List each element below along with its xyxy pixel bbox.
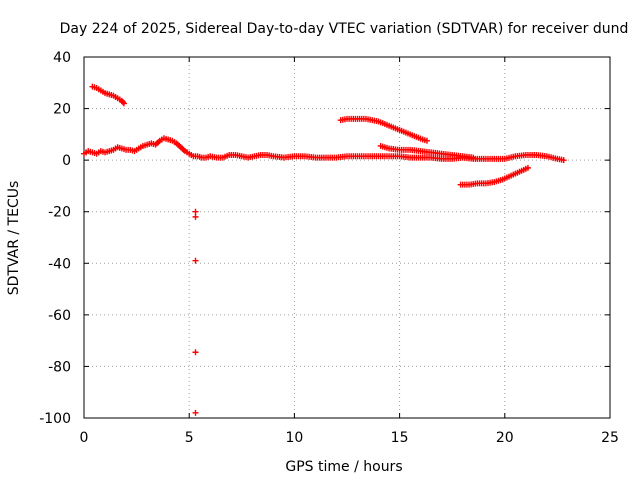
data-point xyxy=(119,99,126,106)
data-point xyxy=(192,213,199,220)
x-tick-label: 5 xyxy=(185,430,194,446)
chart-title: Day 224 of 2025, Sidereal Day-to-day VTE… xyxy=(60,21,629,37)
plot-frame xyxy=(83,56,611,419)
data-point xyxy=(120,100,127,107)
y-tick-label: 40 xyxy=(53,50,71,66)
y-tick-label: -40 xyxy=(48,256,71,272)
x-tick-label: 0 xyxy=(80,430,89,446)
data-point xyxy=(192,257,199,264)
y-tick-label: 0 xyxy=(62,153,71,169)
x-tick-label: 15 xyxy=(391,430,409,446)
y-tick-label: -60 xyxy=(48,308,71,324)
axis-ticks xyxy=(83,56,611,419)
y-tick-label: -20 xyxy=(48,205,71,221)
y-tick-label: 20 xyxy=(53,102,71,118)
data-points xyxy=(81,83,567,416)
x-tick-label: 20 xyxy=(496,430,514,446)
y-tick-label: -80 xyxy=(48,359,71,375)
grid-lines xyxy=(84,57,610,418)
data-point xyxy=(560,157,567,164)
x-axis-title: GPS time / hours xyxy=(285,459,402,475)
y-axis-title: SDTVAR / TECUs xyxy=(6,181,22,296)
y-tick-label: -100 xyxy=(39,411,71,427)
data-point xyxy=(192,409,199,416)
data-point xyxy=(192,349,199,356)
data-point xyxy=(470,154,477,161)
x-tick-label: 25 xyxy=(601,430,619,446)
x-tick-label: 10 xyxy=(285,430,303,446)
y-tick-labels: -100 -80 -60 -40 -20 0 20 40 xyxy=(39,50,71,427)
data-point xyxy=(423,137,430,144)
data-point xyxy=(524,164,531,171)
data-point xyxy=(192,208,199,215)
x-tick-labels: 0 5 10 15 20 25 xyxy=(80,430,619,446)
